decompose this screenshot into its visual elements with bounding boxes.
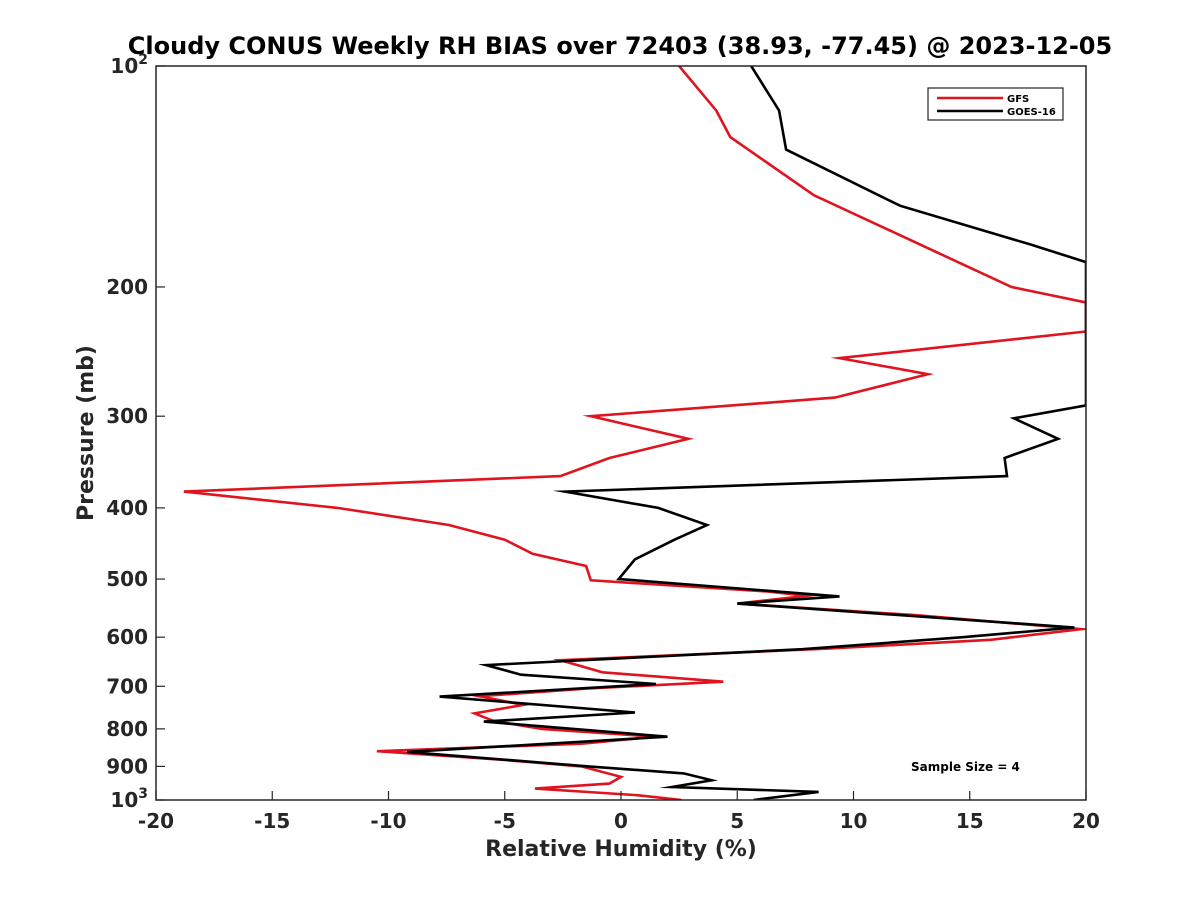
chart-title: Cloudy CONUS Weekly RH BIAS over 72403 (… bbox=[128, 32, 1112, 60]
y-tick-label: 300 bbox=[106, 404, 148, 428]
x-tick-label: -10 bbox=[370, 809, 406, 833]
y-tick-label: 900 bbox=[106, 754, 148, 778]
plot-frame bbox=[155, 65, 1087, 801]
y-tick-label: 200 bbox=[106, 275, 148, 299]
legend-label-gfs: GFS bbox=[1007, 94, 1029, 105]
x-tick-label: 10 bbox=[840, 809, 868, 833]
y-axis-label: Pressure (mb) bbox=[74, 345, 99, 521]
y-tick-label: 600 bbox=[106, 625, 148, 649]
tick-marks bbox=[155, 65, 1087, 801]
y-tick-label: 500 bbox=[106, 567, 148, 591]
y-tick-label: 400 bbox=[106, 496, 148, 520]
x-tick-label: -20 bbox=[138, 809, 174, 833]
series-line-goes-16 bbox=[406, 66, 1086, 800]
legend-label-goes-16: GOES-16 bbox=[1007, 107, 1056, 118]
x-tick-label: -5 bbox=[494, 809, 516, 833]
x-tick-label: 0 bbox=[614, 809, 628, 833]
series-layer bbox=[183, 66, 1086, 800]
x-tick-label: -15 bbox=[254, 809, 290, 833]
sample-size-annotation: Sample Size = 4 bbox=[911, 760, 1020, 774]
x-tick-label: 20 bbox=[1072, 809, 1100, 833]
legend-entries: GFS GOES-16 bbox=[937, 94, 1056, 118]
series-line-gfs bbox=[183, 66, 1086, 800]
y-tick-label: 800 bbox=[106, 717, 148, 741]
y-tick-label: 102 bbox=[110, 52, 148, 78]
y-tick-label: 103 bbox=[110, 786, 148, 812]
x-tick-labels: -20 -15 -10 -5 0 5 10 15 20 bbox=[138, 809, 1100, 833]
x-axis-label: Relative Humidity (%) bbox=[485, 837, 757, 862]
legend-box bbox=[927, 87, 1064, 121]
y-tick-labels: 102 200 300 400 500 600 700 800 900 103 bbox=[106, 52, 148, 812]
y-tick-label: 700 bbox=[106, 674, 148, 698]
legend: GFS GOES-16 bbox=[927, 87, 1064, 121]
x-tick-label: 5 bbox=[730, 809, 744, 833]
x-tick-label: 15 bbox=[956, 809, 984, 833]
